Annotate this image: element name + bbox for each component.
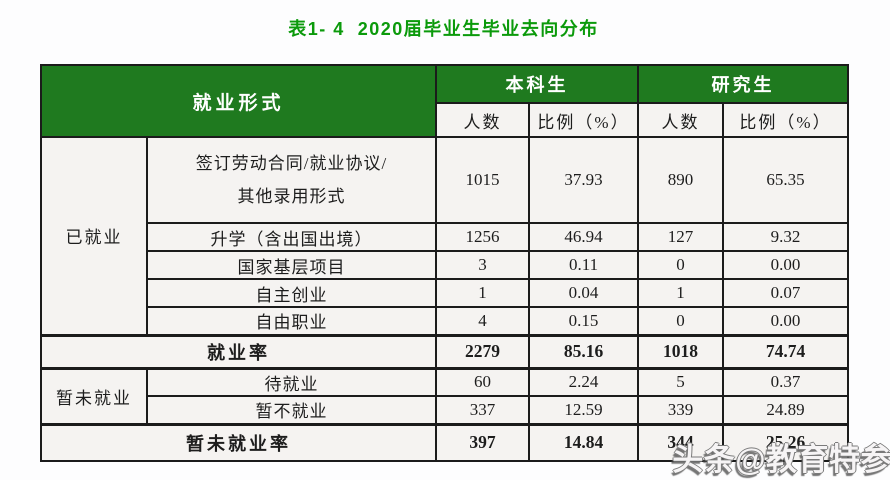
cell-value: 2279: [435, 333, 531, 369]
table-row: 国家基层项目 3 0.11 0 0.00: [41, 250, 850, 280]
employment-destination-table: 就业形式 本科生 研究生 人数 比例（%） 人数 比例（%） 已就业 签订劳动合…: [39, 64, 850, 462]
cell-value: 37.93: [528, 136, 640, 224]
cell-value: 12.59: [528, 395, 640, 425]
cell-value: 46.94: [528, 222, 640, 252]
group-label-employed: 已就业: [40, 136, 148, 336]
cell-value: 0.00: [722, 306, 850, 336]
row-label-awaiting-employment: 待就业: [145, 366, 438, 397]
cell-value: 1018: [637, 333, 725, 369]
cell-value: 1015: [435, 136, 531, 224]
cell-value: 1256: [435, 222, 531, 252]
cell-value: 2.24: [528, 366, 640, 397]
cell-value: 0.15: [528, 306, 640, 336]
cell-value: 337: [435, 395, 531, 425]
header-undergraduate: 本科生: [435, 64, 640, 104]
row-label-grassroots-project: 国家基层项目: [145, 250, 438, 280]
row-label-contract-line1: 签订劳动合同/就业协议/: [195, 153, 388, 173]
cell-value: 1: [637, 278, 725, 308]
cell-value: 5: [637, 366, 725, 397]
cell-value: 0: [637, 306, 725, 336]
cell-value: 65.35: [722, 136, 850, 224]
header-graduate: 研究生: [637, 64, 850, 104]
table-row: 自由职业 4 0.15 0 0.00: [41, 306, 850, 336]
cell-value: 24.89: [722, 395, 850, 425]
cell-value: 85.16: [528, 333, 640, 369]
cell-value: 4: [435, 306, 531, 336]
table-row: 自主创业 1 0.04 1 0.07: [41, 278, 850, 308]
subheader-undergrad-count: 人数: [435, 102, 531, 138]
row-label-employment-rate: 就业率: [39, 333, 438, 369]
cell-value: 0.37: [722, 366, 850, 397]
subheader-grad-count: 人数: [637, 102, 725, 138]
cell-value: 0.00: [722, 250, 850, 280]
cell-value: 0.04: [528, 278, 640, 308]
cell-value: 74.74: [722, 333, 850, 369]
cell-value: 397: [435, 422, 531, 462]
row-label-contract: 签订劳动合同/就业协议/ 其他录用形式: [145, 136, 438, 224]
row-label-unemployment-rate: 暂未就业率: [39, 422, 438, 462]
cell-value: 890: [637, 136, 725, 224]
cell-value: 0.07: [722, 278, 850, 308]
row-label-self-employment: 自主创业: [145, 278, 438, 308]
toutiao-watermark: 头条@教育特参: [672, 442, 890, 477]
table-row: 暂不就业 337 12.59 339 24.89: [41, 395, 850, 425]
table-row: 暂未就业 待就业 60 2.24 5 0.37: [40, 366, 850, 425]
cell-value: 127: [637, 222, 725, 252]
header-employment-form: 就业形式: [39, 64, 438, 138]
cell-value: 0: [637, 250, 725, 280]
subheader-undergrad-percent: 比例（%）: [528, 102, 640, 138]
row-label-further-study: 升学（含出国出境）: [145, 222, 438, 252]
page-title: 表1- 4 2020届毕业生毕业去向分布: [288, 19, 599, 39]
row-label-not-seeking: 暂不就业: [145, 395, 438, 425]
row-label-contract-line2: 其他录用形式: [237, 187, 346, 206]
cell-value: 344: [637, 422, 725, 462]
table-row-unemployment-rate: 暂未就业率 397 14.84 344 25.26: [39, 422, 850, 462]
table-row: 升学（含出国出境） 1256 46.94 127 9.32: [41, 222, 850, 252]
table-row: 已就业 签订劳动合同/就业协议/ 其他录用形式 1015 37.93 890 6…: [40, 136, 850, 336]
table-row-employment-rate: 就业率 2279 85.16 1018 74.74: [39, 333, 850, 369]
row-label-freelance: 自由职业: [145, 306, 438, 336]
cell-value: 60: [435, 366, 531, 397]
group-label-not-yet-employed: 暂未就业: [40, 366, 148, 425]
cell-value: 0.11: [528, 250, 640, 280]
cell-value: 14.84: [528, 422, 640, 462]
subheader-grad-percent: 比例（%）: [722, 102, 850, 138]
cell-value: 3: [435, 250, 531, 280]
cell-value: 1: [435, 278, 531, 308]
cell-value: 339: [637, 395, 725, 425]
cell-value: 9.32: [722, 222, 850, 252]
cell-value: 25.26: [722, 422, 850, 462]
